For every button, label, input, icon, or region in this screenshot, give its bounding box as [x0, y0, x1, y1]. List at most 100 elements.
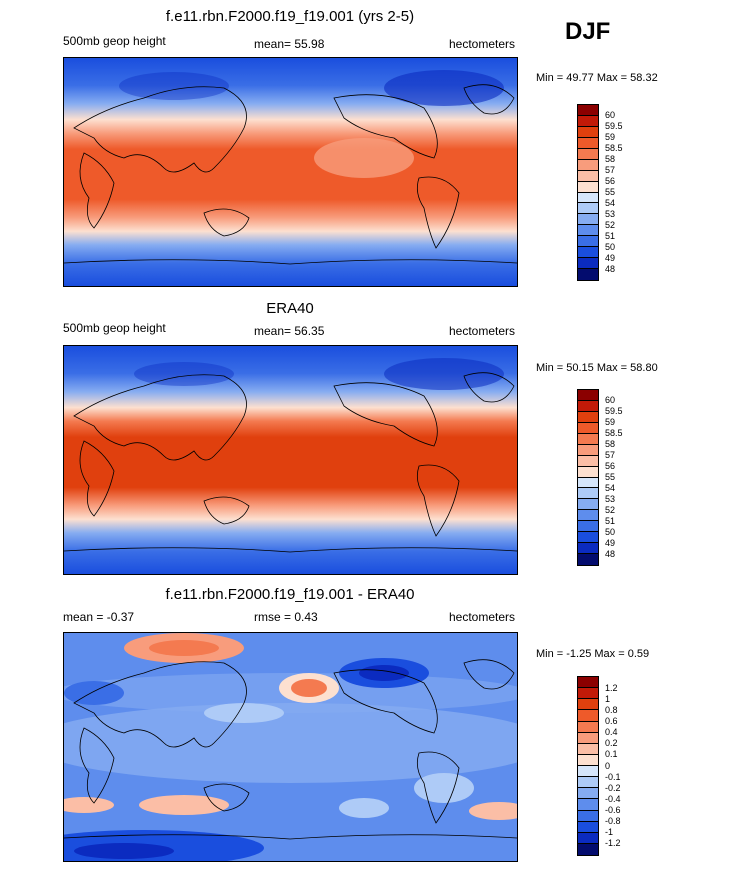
- colorbar-label: 57: [605, 450, 616, 461]
- panel-1-minmax: Min = 49.77 Max = 58.32: [536, 72, 658, 84]
- colorbar-box: [578, 411, 598, 423]
- colorbar-label: 49: [605, 537, 616, 548]
- colorbar-box: [578, 137, 598, 149]
- colorbar-box: [578, 115, 598, 127]
- colorbar-box: [578, 832, 598, 844]
- colorbar-box: [578, 743, 598, 755]
- colorbar-label: 60: [605, 110, 616, 121]
- panel-2-center-label: mean= 56.35: [254, 324, 325, 338]
- colorbar-box: [578, 181, 598, 193]
- colorbar-label: -0.4: [605, 793, 621, 804]
- season-label: DJF: [565, 18, 611, 45]
- panel-2-left-label: 500mb geop height: [63, 321, 166, 335]
- colorbar-label: 50: [605, 526, 616, 537]
- colorbar-label: -0.8: [605, 816, 621, 827]
- colorbar-label: 58: [605, 439, 616, 450]
- colorbar-box: [578, 699, 598, 711]
- colorbar-label: 50: [605, 241, 616, 252]
- colorbar-box: [578, 532, 598, 544]
- colorbar-label: 55: [605, 187, 616, 197]
- panel-1-map-field: [64, 58, 517, 286]
- colorbar-box: [578, 543, 598, 555]
- colorbar-box: [578, 148, 598, 160]
- colorbar-label: 56: [605, 176, 616, 187]
- colorbar-box: [578, 455, 598, 467]
- colorbar-label: 0.2: [605, 738, 618, 749]
- colorbar-label: 49: [605, 252, 616, 263]
- colorbar-label: 51: [605, 515, 616, 526]
- colorbar-label: 0.6: [605, 716, 618, 726]
- panel-3-left-label: mean = -0.37: [63, 610, 135, 624]
- colorbar-label: 60: [605, 395, 616, 406]
- colorbar-box: [578, 488, 598, 500]
- panel-2-colorbar: [577, 389, 599, 566]
- colorbar-label: -0.1: [605, 771, 621, 782]
- colorbar-box: [578, 843, 598, 855]
- colorbar-box: [578, 732, 598, 744]
- colorbar-box: [578, 554, 598, 565]
- colorbar-box: [578, 400, 598, 412]
- colorbar-label: -1: [605, 827, 614, 838]
- panel-2-map-field: [64, 346, 517, 574]
- coastline: [64, 659, 517, 840]
- colorbar-box: [578, 225, 598, 237]
- colorbar-label: 55: [605, 472, 616, 482]
- panel-2-minmax: Min = 50.15 Max = 58.80: [536, 362, 658, 374]
- colorbar-label: 56: [605, 461, 616, 472]
- colorbar-label: 59.5: [605, 121, 623, 132]
- colorbar-box: [578, 433, 598, 445]
- colorbar-box: [578, 677, 598, 689]
- colorbar-label: -0.2: [605, 782, 621, 793]
- coastline: [64, 84, 517, 265]
- panel-2-title: ERA40: [266, 300, 314, 317]
- colorbar-label: 58.5: [605, 428, 623, 439]
- colorbar-label: 48: [605, 263, 616, 274]
- colorbar-box: [578, 499, 598, 511]
- colorbar-label: 51: [605, 230, 616, 241]
- colorbar-label: 58: [605, 154, 616, 165]
- colorbar-label: 52: [605, 504, 616, 515]
- panel-3-map: [63, 632, 518, 862]
- colorbar-label: -0.6: [605, 805, 621, 815]
- colorbar-label: 59: [605, 132, 616, 143]
- colorbar-label: 52: [605, 219, 616, 230]
- panel-1-center-label: mean= 55.98: [254, 37, 325, 51]
- panel-1-left-label: 500mb geop height: [63, 34, 166, 48]
- panel-3-title: f.e11.rbn.F2000.f19_f19.001 - ERA40: [165, 586, 415, 603]
- colorbar-box: [578, 247, 598, 259]
- panel-1-map: [63, 57, 518, 287]
- colorbar-label: 59: [605, 417, 616, 428]
- colorbar-box: [578, 521, 598, 533]
- colorbar-box: [578, 477, 598, 489]
- colorbar-box: [578, 466, 598, 478]
- panel-1-title: f.e11.rbn.F2000.f19_f19.001 (yrs 2-5): [165, 8, 415, 25]
- colorbar-label: 54: [605, 197, 616, 208]
- colorbar-box: [578, 390, 598, 401]
- colorbar-label: 0.1: [605, 749, 618, 760]
- colorbar-box: [578, 810, 598, 822]
- panel-2-right-label: hectometers: [449, 324, 516, 338]
- panel-3-map-field: [64, 633, 517, 861]
- colorbar-label: 1.2: [605, 682, 618, 693]
- colorbar-label: 1: [605, 693, 611, 704]
- panel-3-minmax: Min = -1.25 Max = 0.59: [536, 648, 650, 660]
- colorbar-box: [578, 214, 598, 226]
- colorbar-box: [578, 799, 598, 811]
- panel-3-center-label: rmse = 0.43: [254, 610, 318, 624]
- colorbar-label: 58.5: [605, 143, 623, 154]
- colorbar-box: [578, 721, 598, 733]
- colorbar-label: 57: [605, 165, 616, 176]
- colorbar-box: [578, 258, 598, 270]
- colorbar-label: -1.2: [605, 838, 621, 849]
- colorbar-box: [578, 788, 598, 800]
- colorbar-box: [578, 236, 598, 248]
- colorbar-box: [578, 510, 598, 522]
- colorbar-box: [578, 766, 598, 778]
- panel-2-map: [63, 345, 518, 575]
- colorbar-box: [578, 159, 598, 171]
- colorbar-box: [578, 754, 598, 766]
- colorbar-label: 0: [605, 760, 611, 771]
- colorbar-label: 53: [605, 493, 616, 504]
- colorbar-label: 53: [605, 208, 616, 219]
- colorbar-label: 0.4: [605, 727, 618, 738]
